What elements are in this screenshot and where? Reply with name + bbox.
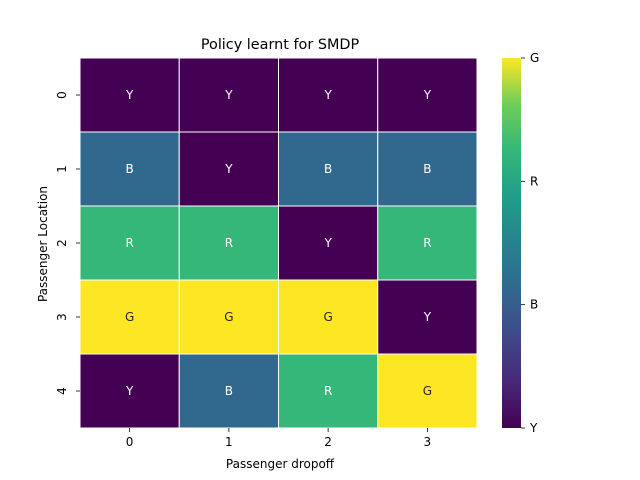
cell-label: Y: [323, 236, 332, 250]
colorbar: [502, 58, 521, 428]
cell-label: R: [324, 384, 332, 398]
cell-label: Y: [423, 310, 432, 324]
cell-label: R: [225, 236, 233, 250]
heatmap-cell: [79, 131, 180, 207]
y-tick-label: 2: [55, 239, 69, 247]
heatmap-cell: [377, 131, 478, 207]
y-axis-label: Passenger Location: [36, 186, 50, 302]
cell-label: G: [125, 310, 134, 324]
y-tick-label: 4: [55, 387, 69, 395]
cell-label: Y: [125, 384, 134, 398]
colorbar-tick-label: R: [530, 174, 538, 188]
cell-label: Y: [224, 88, 233, 102]
cell-label: B: [423, 162, 431, 176]
x-axis-ticks: 0 1 2 3: [126, 428, 431, 449]
y-tick-label: 0: [55, 91, 69, 99]
cell-label: G: [224, 310, 233, 324]
chart-title: Policy learnt for SMDP: [201, 37, 360, 53]
cell-label: Y: [224, 162, 233, 176]
cell-label: R: [423, 236, 431, 250]
cell-label: Y: [125, 88, 134, 102]
heatmap-cell: [178, 353, 279, 429]
x-tick-label: 2: [324, 435, 332, 449]
colorbar-ticks: Y B R G: [521, 51, 539, 435]
heatmap-cell: [178, 279, 279, 355]
heatmap-cell: [79, 57, 180, 133]
cell-label: B: [126, 162, 134, 176]
cell-label: G: [323, 310, 332, 324]
y-tick-label: 3: [55, 313, 69, 321]
cell-label: B: [225, 384, 233, 398]
heatmap-cell: [178, 205, 279, 281]
cell-label: B: [324, 162, 332, 176]
heatmap-cell: [178, 57, 279, 133]
heatmap-cell: [377, 57, 478, 133]
heatmap-cells: Y Y Y Y B Y B B R R Y R G G G Y Y B R G: [79, 57, 478, 429]
cell-label: R: [125, 236, 133, 250]
heatmap-cell: [79, 279, 180, 355]
x-tick-label: 1: [225, 435, 233, 449]
cell-label: Y: [423, 88, 432, 102]
heatmap-cell: [178, 131, 279, 207]
heatmap-cell: [377, 205, 478, 281]
x-axis-label: Passenger dropoff: [226, 457, 335, 471]
cell-label: Y: [323, 88, 332, 102]
heatmap-cell: [278, 353, 379, 429]
heatmap-cell: [377, 279, 478, 355]
y-axis-ticks: 0 1 2 3 4: [55, 91, 80, 395]
heatmap-cell: [79, 353, 180, 429]
x-tick-label: 0: [126, 435, 134, 449]
y-tick-label: 1: [55, 165, 69, 173]
x-tick-label: 3: [424, 435, 432, 449]
colorbar-tick-label: G: [530, 51, 539, 65]
colorbar-tick-label: B: [530, 298, 538, 312]
heatmap-cell: [278, 57, 379, 133]
cell-label: G: [423, 384, 432, 398]
heatmap-cell: [377, 353, 478, 429]
colorbar-tick-label: Y: [529, 421, 538, 435]
